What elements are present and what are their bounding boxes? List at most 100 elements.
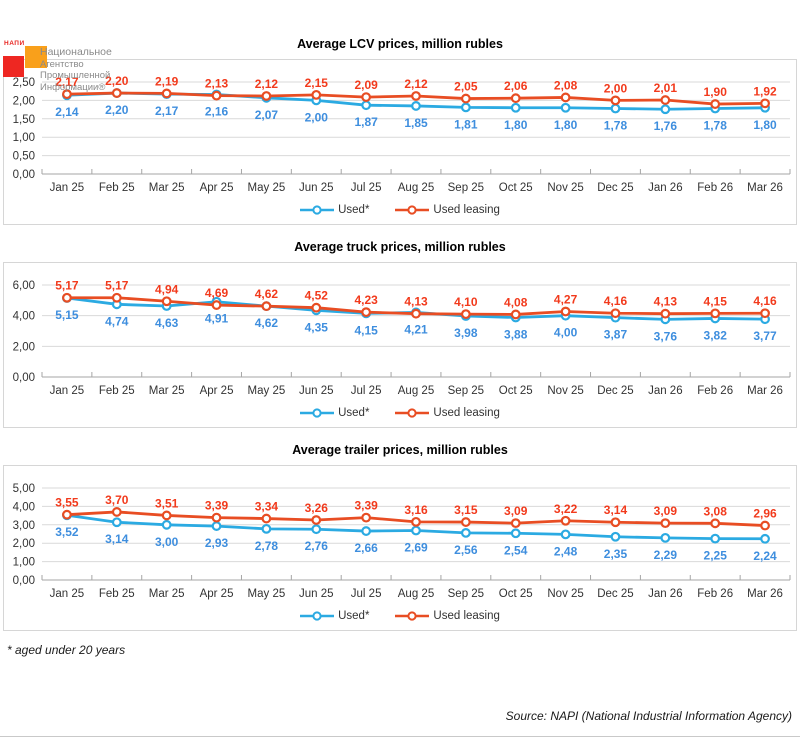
leasing-data-label: 4,27 bbox=[554, 293, 578, 307]
x-tick-label: Feb 26 bbox=[697, 385, 733, 397]
leasing-marker bbox=[510, 93, 521, 104]
x-tick-label: Jan 25 bbox=[50, 588, 85, 600]
leasing-marker bbox=[660, 95, 671, 105]
truck-chart-section: Average truck prices, million rubles 0,0… bbox=[3, 240, 797, 428]
leasing-data-label: 3,26 bbox=[305, 501, 329, 515]
leasing-data-label: 2,17 bbox=[55, 75, 79, 89]
used-data-label: 2,29 bbox=[654, 548, 678, 562]
leasing-marker bbox=[361, 307, 372, 318]
lcv-chart-legend: Used* Used leasing bbox=[4, 196, 796, 224]
used-data-label: 1,80 bbox=[554, 118, 578, 132]
x-tick-label: Mar 26 bbox=[747, 182, 783, 194]
leasing-marker bbox=[361, 92, 372, 102]
lcv-chart: 0,00 0,50 1,00 1,50 2,00 2,50 Jan 25 Feb 25 Mar … bbox=[13, 74, 791, 194]
leasing-marker bbox=[261, 301, 272, 312]
used-data-label: 3,87 bbox=[604, 328, 628, 342]
used-data-label: 3,76 bbox=[654, 329, 678, 343]
x-tick-label: Jan 26 bbox=[648, 385, 683, 397]
x-tick-label: Oct 25 bbox=[499, 182, 533, 194]
leasing-data-label: 4,08 bbox=[504, 295, 528, 309]
used-marker bbox=[710, 533, 721, 544]
used-data-label: 3,77 bbox=[753, 329, 777, 343]
leasing-marker bbox=[710, 99, 721, 109]
logo-text-line: Информации® bbox=[40, 81, 106, 93]
used-data-label: 2,66 bbox=[354, 541, 378, 555]
leasing-marker bbox=[510, 518, 521, 529]
x-tick-label: Sep 25 bbox=[448, 588, 484, 600]
leasing-marker bbox=[161, 510, 172, 521]
lcv-chart-section: Average LCV prices, million rubles 0,00 0… bbox=[3, 37, 797, 225]
x-tick-label: Apr 25 bbox=[200, 588, 234, 600]
leasing-data-label: 3,15 bbox=[454, 503, 478, 517]
used-data-label: 3,14 bbox=[105, 532, 129, 546]
used-marker bbox=[161, 519, 172, 530]
used-data-label: 4,74 bbox=[105, 314, 129, 328]
used-data-label: 2,56 bbox=[454, 543, 478, 557]
legend-line-sample bbox=[395, 611, 430, 621]
leasing-data-label: 3,39 bbox=[354, 499, 378, 513]
legend-item-used: Used* bbox=[300, 407, 369, 419]
leasing-data-label: 2,01 bbox=[654, 81, 678, 95]
x-tick-label: Jan 25 bbox=[50, 182, 85, 194]
used-data-label: 4,00 bbox=[554, 326, 578, 340]
legend-item-used-leasing: Used leasing bbox=[395, 204, 500, 216]
x-tick-label: Jul 25 bbox=[351, 182, 382, 194]
used-marker bbox=[610, 531, 621, 542]
leasing-marker bbox=[560, 92, 571, 103]
used-marker bbox=[311, 524, 322, 535]
leasing-marker bbox=[460, 309, 471, 320]
x-tick-label: Mar 25 bbox=[149, 385, 185, 397]
y-tick-label: 1,00 bbox=[13, 557, 35, 569]
series-leasing: 2,17 2,20 2,19 2,13 2,12 2,15 2,09 2,12 2,05 2,06… bbox=[55, 74, 777, 109]
used-data-label: 1,80 bbox=[504, 118, 528, 132]
legend-circle bbox=[407, 205, 418, 215]
used-data-label: 2,07 bbox=[255, 108, 279, 122]
leasing-data-label: 2,96 bbox=[753, 507, 777, 521]
used-marker bbox=[610, 103, 621, 114]
series-used: 3,52 3,14 3,00 2,93 2,78 2,76 2,66 2,69 2,56 2,54… bbox=[55, 510, 777, 563]
legend-label-used-leasing: Used leasing bbox=[433, 610, 500, 622]
leasing-marker bbox=[211, 300, 222, 310]
y-tick-label: 3,00 bbox=[13, 520, 35, 532]
leasing-data-label: 3,09 bbox=[654, 504, 678, 518]
leasing-data-label: 2,20 bbox=[105, 74, 129, 88]
y-tick-label: 4,00 bbox=[13, 311, 35, 323]
leasing-marker bbox=[311, 89, 322, 100]
leasing-marker bbox=[411, 308, 421, 319]
leasing-series-marker-icon bbox=[395, 408, 430, 418]
series-leasing: 5,17 5,17 4,94 4,69 4,62 4,52 4,23 4,13 4,10 4,08… bbox=[55, 279, 777, 320]
leasing-marker bbox=[710, 308, 721, 319]
legend-line-sample bbox=[300, 408, 335, 418]
leasing-data-label: 4,16 bbox=[604, 294, 628, 308]
used-marker bbox=[211, 521, 222, 531]
leasing-marker bbox=[760, 98, 770, 109]
leasing-data-label: 4,15 bbox=[704, 294, 728, 308]
used-data-label: 2,93 bbox=[205, 536, 229, 550]
lcv-chart-panel: 0,00 0,50 1,00 1,50 2,00 2,50 Jan 25 Feb 25 Mar … bbox=[3, 59, 797, 225]
series-leasing: 3,55 3,70 3,51 3,39 3,34 3,26 3,39 3,16 3,15 3,09… bbox=[55, 493, 777, 531]
leasing-data-label: 3,09 bbox=[504, 504, 528, 518]
logo-text: Национальное Агентство Промышленной Инфо… bbox=[40, 46, 112, 93]
leasing-data-label: 4,62 bbox=[255, 287, 279, 301]
trailer-chart-title: Average trailer prices, million rubles bbox=[292, 443, 508, 457]
legend-item-used: Used* bbox=[300, 610, 369, 622]
x-tick-label: Sep 25 bbox=[448, 182, 484, 194]
used-data-label: 4,63 bbox=[155, 316, 179, 330]
leasing-marker bbox=[161, 88, 172, 99]
x-tick-label: Jun 25 bbox=[299, 385, 334, 397]
x-tick-label: Jun 25 bbox=[299, 182, 334, 194]
legend-item-used-leasing: Used leasing bbox=[395, 610, 500, 622]
used-data-label: 2,17 bbox=[155, 104, 179, 118]
used-marker bbox=[510, 102, 521, 113]
used-data-label: 1,78 bbox=[604, 118, 628, 132]
used-data-label: 1,87 bbox=[354, 115, 378, 129]
leasing-data-label: 5,17 bbox=[55, 279, 79, 293]
y-tick-label: 0,00 bbox=[13, 169, 35, 181]
x-tick-label: Jan 25 bbox=[50, 385, 85, 397]
leasing-marker bbox=[760, 308, 770, 319]
y-tick-label: 2,00 bbox=[13, 95, 35, 107]
footnote: * aged under 20 years bbox=[7, 643, 126, 657]
used-data-label: 1,85 bbox=[404, 116, 428, 130]
x-tick-label: Feb 26 bbox=[697, 588, 733, 600]
y-tick-label: 1,00 bbox=[13, 132, 35, 144]
